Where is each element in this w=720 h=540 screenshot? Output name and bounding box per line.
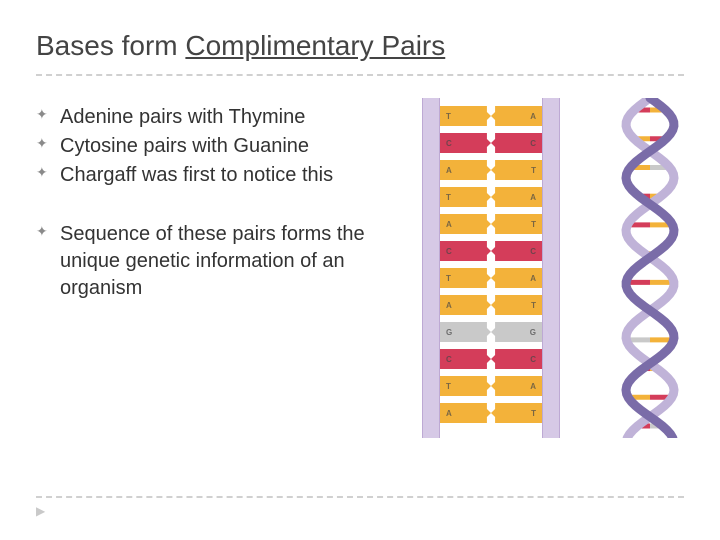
ladder-base: G: [491, 322, 542, 342]
ladder-base: C: [440, 349, 491, 369]
ladder-rung: GG: [440, 322, 542, 342]
ladder-rung: CC: [440, 241, 542, 261]
divider-top: [36, 74, 684, 76]
text-column: ✦ Adenine pairs with Thymine ✦ Cytosine pai…: [36, 104, 386, 434]
ladder-strand-left: [422, 98, 440, 438]
ladder-rung: TA: [440, 106, 542, 126]
ladder-base: T: [440, 268, 491, 288]
ladder-rung: AT: [440, 403, 542, 423]
bullet-marker-icon: ✦: [36, 223, 52, 239]
ladder-rung: CC: [440, 349, 542, 369]
title-underlined: Complimentary Pairs: [185, 30, 445, 61]
dna-helix: [616, 98, 684, 438]
ladder-base: C: [440, 133, 491, 153]
bullet-text: Sequence of these pairs forms the unique…: [60, 223, 365, 299]
bullet-item: ✦ Cytosine pairs with Guanine: [36, 133, 386, 160]
ladder-strand-right: [542, 98, 560, 438]
bullet-marker-icon: ✦: [36, 135, 52, 151]
ladder-base: A: [491, 106, 542, 126]
figure-column: TACCATTAATCCTAATGGCCTAAT: [400, 104, 684, 434]
ladder-base: A: [440, 214, 491, 234]
ladder-base: C: [491, 133, 542, 153]
helix-svg: [616, 98, 684, 438]
ladder-base: T: [491, 295, 542, 315]
ladder-base: C: [440, 241, 491, 261]
corner-marker-icon: ▶: [36, 504, 45, 518]
ladder-base: A: [491, 268, 542, 288]
ladder-base: T: [491, 214, 542, 234]
bullet-item: ✦ Adenine pairs with Thymine: [36, 104, 386, 131]
ladder-base: A: [491, 187, 542, 207]
slide-title: Bases form Complimentary Pairs: [36, 30, 684, 70]
bullet-text: Chargaff was first to notice this: [60, 164, 333, 186]
ladder-base: A: [440, 295, 491, 315]
ladder-rung: TA: [440, 268, 542, 288]
ladder-base: T: [440, 376, 491, 396]
ladder-base: C: [491, 349, 542, 369]
ladder-rung: TA: [440, 187, 542, 207]
ladder-rung: AT: [440, 214, 542, 234]
content-row: ✦ Adenine pairs with Thymine ✦ Cytosine pai…: [36, 104, 684, 434]
bullet-item: ✦ Chargaff was first to notice this: [36, 162, 386, 189]
dna-ladder: TACCATTAATCCTAATGGCCTAAT: [422, 98, 560, 438]
ladder-base: G: [440, 322, 491, 342]
divider-bottom: [36, 496, 684, 498]
ladder-rung: CC: [440, 133, 542, 153]
ladder-base: A: [440, 403, 491, 423]
bullet-text: Cytosine pairs with Guanine: [60, 135, 309, 157]
ladder-base: A: [491, 376, 542, 396]
ladder-rung: TA: [440, 376, 542, 396]
ladder-base: T: [491, 403, 542, 423]
bullet-list: ✦ Adenine pairs with Thymine ✦ Cytosine pai…: [36, 104, 386, 302]
ladder-base: T: [440, 187, 491, 207]
ladder-base: A: [440, 160, 491, 180]
ladder-base: T: [491, 160, 542, 180]
bullet-marker-icon: ✦: [36, 164, 52, 180]
bullet-spacer: [36, 191, 386, 219]
title-plain: Bases form: [36, 30, 185, 61]
bullet-marker-icon: ✦: [36, 106, 52, 122]
bullet-text: Adenine pairs with Thymine: [60, 106, 305, 128]
slide: Bases form Complimentary Pairs ✦ Adenine …: [0, 0, 720, 540]
ladder-base: T: [440, 106, 491, 126]
bullet-item: ✦ Sequence of these pairs forms the uniqu…: [36, 221, 386, 302]
ladder-rung: AT: [440, 295, 542, 315]
ladder-rung: AT: [440, 160, 542, 180]
ladder-base: C: [491, 241, 542, 261]
